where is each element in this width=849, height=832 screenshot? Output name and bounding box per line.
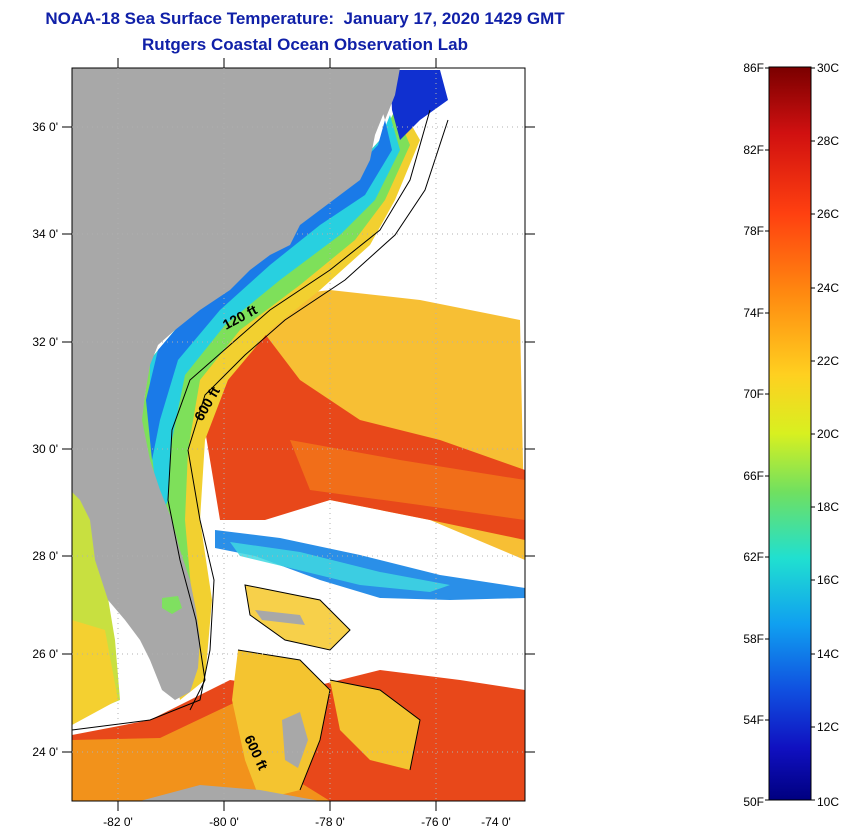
gulf-of-mexico-yellow	[72, 620, 118, 725]
lat-label-24: 24 0'	[32, 745, 58, 759]
cbar-f-78: 78F	[743, 224, 764, 238]
cold-filament-cyan	[230, 542, 450, 592]
pamlico-cold-water	[390, 70, 448, 140]
cbar-f-54: 54F	[743, 713, 764, 727]
colorbar	[768, 66, 812, 801]
lon-label-82: -82 0'	[103, 815, 133, 829]
lat-label-32: 32 0'	[32, 335, 58, 349]
cbar-f-66: 66F	[743, 469, 764, 483]
cbar-c-16: 16C	[817, 573, 839, 587]
map-subtitle: Rutgers Coastal Ocean Observation Lab	[142, 35, 468, 54]
great-bahama-bank	[232, 650, 330, 800]
contour-bahamas	[237, 584, 421, 791]
map-frame	[71, 67, 526, 802]
cbar-c-12: 12C	[817, 720, 839, 734]
lon-label-76: -76 0'	[421, 815, 451, 829]
cbar-f-70: 70F	[743, 387, 764, 401]
cbar-c-14: 14C	[817, 647, 839, 661]
tick-marks	[62, 58, 535, 811]
cuba-land	[140, 785, 320, 801]
lat-label-28: 28 0'	[32, 549, 58, 563]
map-area	[72, 68, 525, 801]
bahamas-east-bank	[330, 680, 420, 770]
cbar-f-62: 62F	[743, 550, 764, 564]
cbar-f-74: 74F	[743, 306, 764, 320]
gulf-stream-orange	[290, 440, 525, 520]
cbar-f-58: 58F	[743, 632, 764, 646]
shelf-water-blue	[146, 120, 392, 460]
cbar-c-18: 18C	[817, 500, 839, 514]
colorbar-fahrenheit-labels: 86F 82F 78F 74F 70F 66F 62F 58F 54F 50F	[743, 61, 764, 809]
cbar-c-20: 20C	[817, 427, 839, 441]
cbar-f-50: 50F	[743, 795, 764, 809]
lon-label-80: -80 0'	[209, 815, 239, 829]
contour-600ft	[72, 119, 449, 731]
cbar-f-82: 82F	[743, 143, 764, 157]
lat-label-34: 34 0'	[32, 227, 58, 241]
graticule	[72, 68, 525, 801]
lat-label-26: 26 0'	[32, 647, 58, 661]
cbar-c-30: 30C	[817, 61, 839, 75]
andros-island	[282, 712, 308, 768]
cbar-c-26: 26C	[817, 207, 839, 221]
map-title: NOAA-18 Sea Surface Temperature: January…	[45, 9, 565, 28]
cbar-c-22: 22C	[817, 354, 839, 368]
cbar-c-28: 28C	[817, 134, 839, 148]
contour-120ft	[167, 109, 431, 711]
cold-filament	[215, 530, 525, 600]
grand-bahama-island	[255, 610, 305, 625]
colorbar-ticks	[765, 67, 815, 801]
us-southeast-land	[72, 68, 392, 700]
cbar-c-24: 24C	[817, 281, 839, 295]
lake-okeechobee	[162, 596, 182, 614]
lon-label-74: -74 0'	[481, 815, 511, 829]
lat-label-30: 30 0'	[32, 442, 58, 456]
lat-label-36: 36 0'	[32, 120, 58, 134]
colorbar-celsius-labels: 30C 28C 26C 24C 22C 20C 18C 16C 14C 12C …	[817, 61, 839, 809]
cbar-c-10: 10C	[817, 795, 839, 809]
outer-banks-land	[382, 68, 400, 120]
shelf-water-cyan	[150, 115, 400, 520]
cbar-f-86: 86F	[743, 61, 764, 75]
lon-label-78: -78 0'	[315, 815, 345, 829]
